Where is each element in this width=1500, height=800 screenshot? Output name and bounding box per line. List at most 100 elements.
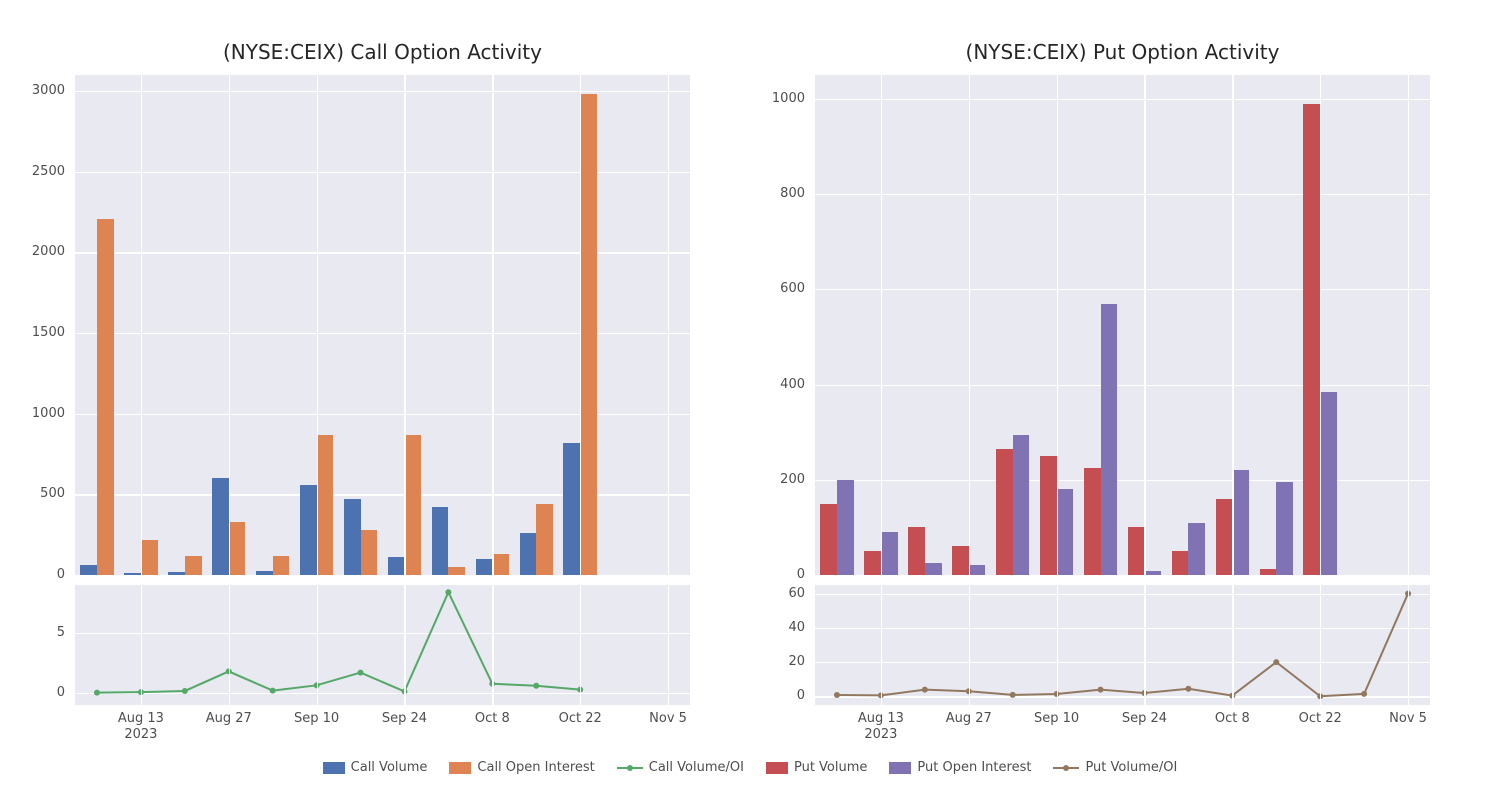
left-top-ytick: 3000 (32, 83, 65, 98)
left-bottom-xtick: Oct 8 (475, 711, 510, 726)
left-top-grid (75, 414, 690, 415)
legend-label: Put Volume/OI (1085, 760, 1177, 775)
left-top-ytick: 1000 (32, 406, 65, 421)
left-top-grid (75, 333, 690, 334)
legend-label: Put Open Interest (917, 760, 1031, 775)
right-bottom-ytick: 60 (788, 586, 805, 601)
left-bottom-plot (75, 585, 690, 705)
right-top-bar-put_open_interest (1320, 392, 1337, 575)
left-top-bar-call_volume (124, 573, 141, 575)
left-top-bar-call_open_interest (492, 554, 509, 575)
legend-label: Call Volume/OI (649, 760, 744, 775)
left-bottom-vgrid (317, 585, 318, 705)
legend-item: Put Volume/OI (1053, 760, 1177, 775)
left-bottom-vgrid (141, 585, 142, 705)
vgrid (404, 75, 405, 575)
right-bottom-vgrid (1408, 585, 1409, 705)
left-top-bar-call_open_interest (404, 435, 421, 575)
legend-line-icon (617, 763, 643, 773)
left-top-bar-call_volume (520, 533, 537, 575)
right-top-grid (815, 194, 1430, 195)
left-bottom-vgrid (492, 585, 493, 705)
legend-swatch (766, 762, 788, 774)
vgrid (1144, 75, 1145, 575)
right-bottom-xtick: Aug 13 (858, 711, 904, 726)
left-top-bar-call_open_interest (97, 219, 114, 575)
left-top-bar-call_open_interest (229, 522, 246, 575)
vgrid (141, 75, 142, 575)
left-top-bar-call_open_interest (448, 567, 465, 575)
right-bottom-xtick: Aug 27 (946, 711, 992, 726)
vgrid (668, 75, 669, 575)
right-bottom-xtick: Sep 10 (1034, 711, 1079, 726)
left-top-bar-call_volume (344, 499, 361, 575)
right-bottom-ytick: 20 (788, 654, 805, 669)
vgrid (580, 75, 581, 575)
right-top-bar-put_open_interest (1188, 523, 1205, 575)
left-bottom-ytick: 0 (57, 685, 65, 700)
right-top-bar-put_open_interest (837, 480, 854, 575)
right-top-bar-put_open_interest (1232, 470, 1249, 575)
left-bottom-vgrid (404, 585, 405, 705)
left-top-bar-call_open_interest (536, 504, 553, 575)
left-bottom-xyear: 2023 (124, 727, 157, 742)
vgrid (1408, 75, 1409, 575)
left-bottom-xtick: Aug 27 (206, 711, 252, 726)
right-bottom-vgrid (969, 585, 970, 705)
legend-label: Call Open Interest (477, 760, 594, 775)
left-top-ytick: 500 (40, 486, 65, 501)
left-title: (NYSE:CEIX) Call Option Activity (75, 40, 690, 64)
left-top-ytick: 1500 (32, 325, 65, 340)
left-bottom-ytick: 5 (57, 625, 65, 640)
left-top-bar-call_volume (563, 443, 580, 575)
right-bottom-vgrid (1232, 585, 1233, 705)
right-top-ytick: 400 (780, 377, 805, 392)
left-bottom-xtick: Oct 22 (559, 711, 602, 726)
legend-swatch (323, 762, 345, 774)
left-top-bar-call_volume (432, 507, 449, 575)
right-top-bar-put_open_interest (1057, 489, 1074, 575)
left-bottom-xtick: Sep 10 (294, 711, 339, 726)
right-top-bar-put_open_interest (1276, 482, 1293, 575)
right-top-bar-put_volume (1216, 499, 1233, 575)
vgrid (492, 75, 493, 575)
left-top-bar-call_open_interest (580, 94, 597, 575)
right-top-bar-put_volume (1260, 569, 1277, 575)
right-bottom-xtick: Oct 22 (1299, 711, 1342, 726)
right-top-bar-put_volume (996, 449, 1013, 575)
right-top-ytick: 0 (797, 567, 805, 582)
left-top-bar-call_volume (212, 478, 229, 575)
vgrid (317, 75, 318, 575)
legend-label: Put Volume (794, 760, 867, 775)
right-top-bar-put_volume (1172, 551, 1189, 575)
right-bottom-plot (815, 585, 1430, 705)
legend-item: Call Volume (323, 760, 428, 775)
legend-item: Call Volume/OI (617, 760, 744, 775)
vgrid (969, 75, 970, 575)
left-top-bar-call_open_interest (273, 556, 290, 575)
left-bottom-xtick: Aug 13 (118, 711, 164, 726)
right-top-bar-put_open_interest (1101, 304, 1118, 575)
left-bottom-vgrid (229, 585, 230, 705)
right-top-plot (815, 75, 1430, 575)
right-top-bar-put_open_interest (1013, 435, 1030, 575)
left-top-bar-call_volume (80, 565, 97, 575)
left-top-bar-call_volume (300, 485, 317, 575)
left-top-grid (75, 575, 690, 576)
right-top-bar-put_open_interest (881, 532, 898, 575)
right-top-bar-put_volume (820, 504, 837, 575)
left-bottom-line (75, 585, 690, 705)
vgrid (1057, 75, 1058, 575)
vgrid (1320, 75, 1321, 575)
left-top-bar-call_open_interest (361, 530, 378, 575)
left-top-bar-call_volume (168, 572, 185, 575)
right-top-bar-put_volume (1303, 104, 1320, 575)
left-bottom-xtick: Nov 5 (649, 711, 687, 726)
legend-label: Call Volume (351, 760, 428, 775)
legend-item: Call Open Interest (449, 760, 594, 775)
right-bottom-ytick: 0 (797, 688, 805, 703)
left-top-bar-call_open_interest (141, 540, 158, 575)
right-top-grid (815, 385, 1430, 386)
left-top-ytick: 2000 (32, 244, 65, 259)
left-top-grid (75, 252, 690, 253)
